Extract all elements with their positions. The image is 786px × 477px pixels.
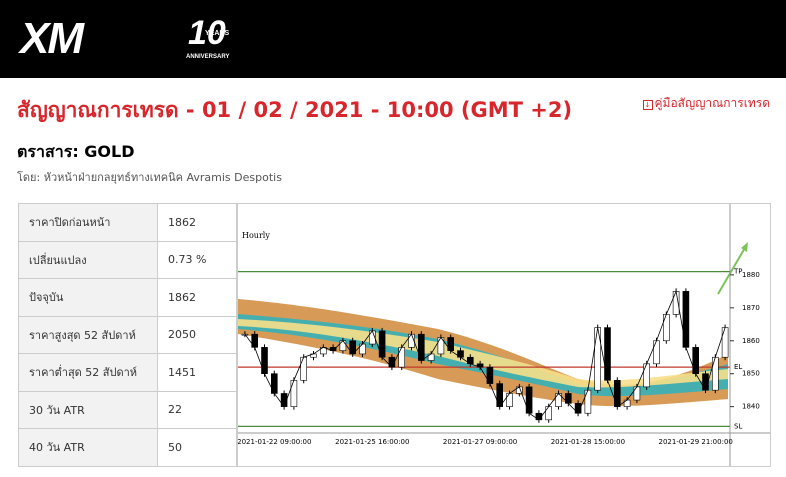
candle <box>564 393 572 404</box>
value: 50 <box>157 428 237 467</box>
level-label: EL <box>734 363 742 371</box>
candle <box>339 340 347 351</box>
value: 1451 <box>157 353 237 392</box>
badge: 10 <box>188 14 226 52</box>
level-label: SL <box>734 422 742 430</box>
logo: XM <box>20 14 84 63</box>
y-tick-label: 1840 <box>742 403 760 411</box>
row: เปลี่ยนแปลง 0.73 % <box>18 240 237 279</box>
badge-bottom: ANNIVERSARY <box>186 54 230 60</box>
candle <box>525 386 533 414</box>
candle <box>711 356 719 391</box>
row: 30 วัน ATR 22 <box>18 390 237 429</box>
y-tick-label: 1860 <box>742 337 760 345</box>
x-tick-label: 2021-01-29 21:00:00 <box>659 438 733 446</box>
candle <box>653 340 660 365</box>
guide-link-text[interactable]: คู่มือสัญญาณการเทรด <box>654 96 771 110</box>
row: ปัจจุบัน 1862 <box>18 278 237 317</box>
y-tick-label: 1870 <box>742 304 760 312</box>
label: ราคาต่ำสุด 52 สัปดาห์ <box>18 353 158 392</box>
x-tick-label: 2021-01-25 16:00:00 <box>335 438 409 446</box>
label: ราคาปิดก่อนหน้า <box>18 203 158 242</box>
candle <box>604 327 611 381</box>
target-arrow <box>717 245 747 295</box>
candle <box>359 343 366 355</box>
title: สัญญาณการเทรด - 01 / 02 / 2021 - 10:00 (… <box>17 98 573 122</box>
badge-top: YEARS <box>205 30 230 37</box>
candle <box>506 393 513 407</box>
row: ราคาต่ำสุด 52 สัปดาห์ 1451 <box>18 353 237 392</box>
header: XM 10 YEARS ANNIVERSARY <box>0 0 786 78</box>
label: เปลี่ยนแปลง <box>18 240 158 279</box>
chart: Hourly 18401850186018701880TPELSL2021-01… <box>237 203 771 467</box>
label: ปัจจุบัน <box>18 278 158 317</box>
row: 40 วัน ATR 50 <box>18 428 237 467</box>
level-label: TP <box>733 268 743 276</box>
x-tick-label: 2021-01-22 09:00:00 <box>237 438 311 446</box>
candle <box>662 314 670 342</box>
candle <box>447 337 454 351</box>
author: โดย: หัวหน้าฝ่ายกลยุทธ์ทางเทคนิค Avramis… <box>17 171 282 184</box>
y-tick-label: 1850 <box>742 370 760 378</box>
candle <box>682 291 690 348</box>
x-tick-label: 2021-01-27 09:00:00 <box>443 438 517 446</box>
zigzag <box>244 289 726 421</box>
candle <box>290 379 298 407</box>
candle <box>261 347 268 375</box>
candle <box>398 347 405 368</box>
value: 1862 <box>157 278 237 317</box>
chart-title: Hourly <box>242 231 270 240</box>
value: 1862 <box>157 203 237 242</box>
candle <box>545 406 553 421</box>
candle <box>486 366 494 384</box>
candle <box>300 356 308 381</box>
value: 2050 <box>157 315 237 354</box>
value: 22 <box>157 390 237 429</box>
candle <box>584 389 592 414</box>
candle <box>692 347 700 375</box>
guide-link[interactable]: ↓ คู่มือสัญญาณการเทรด <box>642 96 771 110</box>
candle <box>418 333 425 361</box>
value: 0.73 % <box>157 240 237 279</box>
instrument: ตราสาร: GOLD <box>17 142 135 161</box>
x-tick-label: 2021-01-28 15:00:00 <box>551 438 625 446</box>
candle <box>633 386 641 401</box>
candle <box>613 379 621 407</box>
row: ราคาสูงสุด 52 สัปดาห์ 2050 <box>18 315 237 354</box>
arrow-head <box>741 242 748 252</box>
candle <box>378 330 386 358</box>
row: ราคาปิดก่อนหน้า 1862 <box>18 203 237 242</box>
candle <box>721 327 729 358</box>
candle <box>251 333 258 348</box>
label: ราคาสูงสุด 52 สัปดาห์ <box>18 315 158 354</box>
y-tick-label: 1880 <box>742 271 760 279</box>
candle <box>643 363 651 388</box>
stats-table: ราคาปิดก่อนหน้า 1862 เปลี่ยนแปลง 0.73 % ปัจจ… <box>18 203 237 467</box>
label: 40 วัน ATR <box>18 428 158 467</box>
label: 30 วัน ATR <box>18 390 158 429</box>
candle <box>270 373 278 394</box>
band-core <box>238 319 728 388</box>
